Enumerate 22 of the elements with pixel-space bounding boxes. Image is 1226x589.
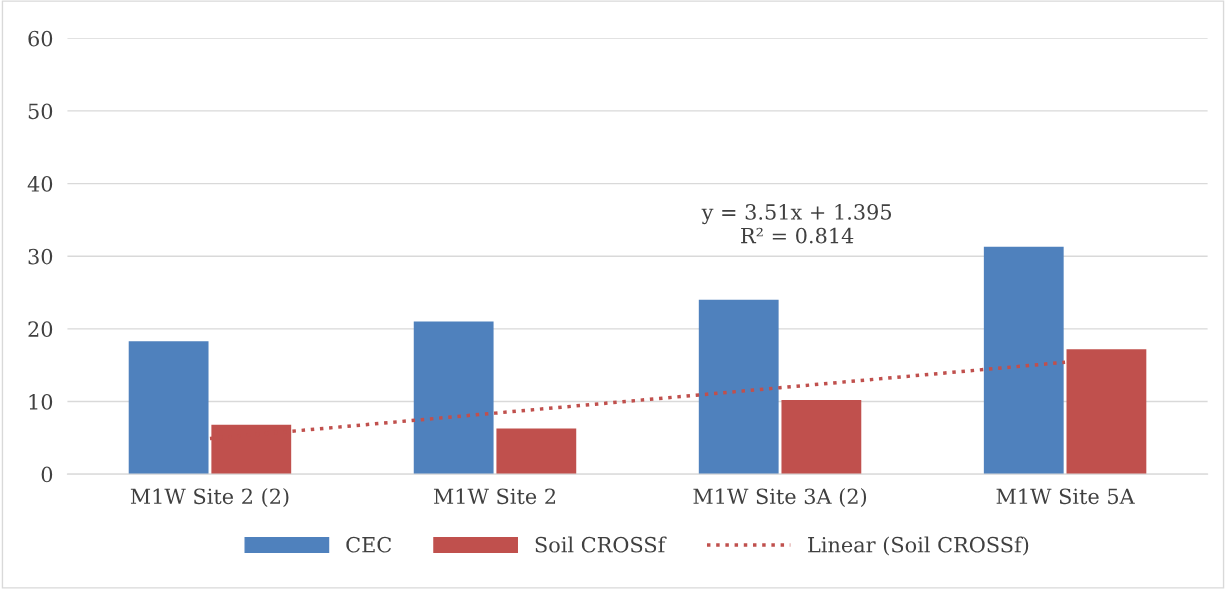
legend-label: Linear (Soil CROSSf)	[808, 536, 1029, 556]
x-tick-label: M1W Site 3A (2)	[693, 488, 867, 508]
legend-label: Soil CROSSf	[535, 536, 667, 553]
bar	[698, 299, 779, 475]
y-tick-label: 40	[27, 176, 53, 192]
bar	[1066, 349, 1147, 475]
y-tick-label: 10	[29, 393, 53, 410]
x-tick-label: M1W Site 2 (2)	[130, 488, 289, 508]
y-tick-label: 60	[28, 30, 53, 47]
bar	[496, 428, 577, 475]
bar	[128, 341, 209, 475]
y-tick-label: 20	[28, 321, 53, 338]
x-tick-label: M1W Site 5A	[996, 488, 1135, 505]
bar	[781, 400, 862, 475]
y-tick-label: 50	[28, 103, 53, 120]
bar	[983, 246, 1064, 475]
legend-label: CEC	[346, 536, 392, 553]
annotation: y = 3.51x + 1.395 R² = 0.814	[701, 204, 892, 244]
x-tick-label: M1W Site 2	[433, 488, 556, 505]
y-tick-label: 30	[28, 248, 53, 265]
y-tick-label: 0	[41, 466, 53, 483]
bar	[413, 321, 494, 475]
